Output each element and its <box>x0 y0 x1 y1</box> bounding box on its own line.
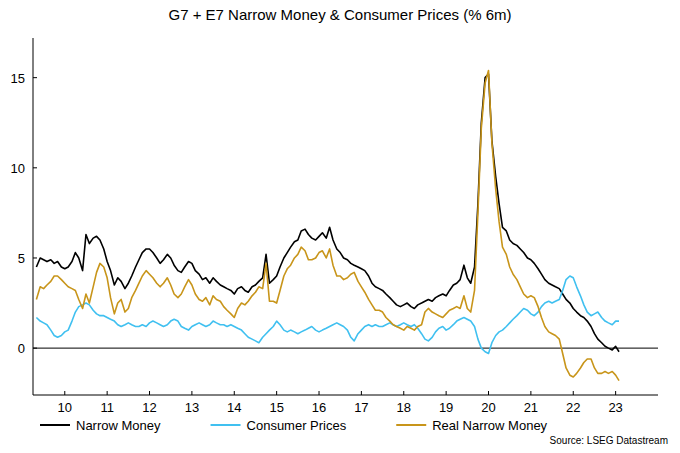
x-tick <box>64 391 65 395</box>
x-tick-label: 19 <box>439 400 453 415</box>
x-tick-label: 23 <box>608 400 622 415</box>
legend-swatch <box>396 424 426 426</box>
x-tick-label: 18 <box>397 400 411 415</box>
y-tick-label: 15 <box>11 71 25 86</box>
x-tick <box>234 391 235 395</box>
y-tick-label: 0 <box>18 341 25 356</box>
chart: G7 + E7 Narrow Money & Consumer Prices (… <box>0 0 680 453</box>
series-line <box>36 70 619 380</box>
x-tick-label: 20 <box>481 400 495 415</box>
x-tick-label: 14 <box>227 400 241 415</box>
x-tick-label: 12 <box>142 400 156 415</box>
x-tick <box>319 391 320 395</box>
x-tick <box>403 391 404 395</box>
x-tick <box>488 391 489 395</box>
x-tick <box>107 391 108 395</box>
x-tick-label: 21 <box>524 400 538 415</box>
x-tick <box>361 391 362 395</box>
x-tick <box>276 391 277 395</box>
y-tick <box>33 167 37 168</box>
y-tick-label: 5 <box>18 251 25 266</box>
x-tick-label: 22 <box>566 400 580 415</box>
zero-line <box>33 348 658 349</box>
x-tick-label: 15 <box>269 400 283 415</box>
x-tick-label: 11 <box>100 400 114 415</box>
x-tick <box>615 391 616 395</box>
y-tick <box>33 257 37 258</box>
legend-swatch <box>211 424 241 426</box>
x-tick <box>573 391 574 395</box>
legend-label: Consumer Prices <box>247 418 347 433</box>
x-axis <box>33 395 658 396</box>
legend-label: Narrow Money <box>76 418 161 433</box>
title: G7 + E7 Narrow Money & Consumer Prices (… <box>168 6 511 23</box>
legend-swatch <box>40 424 70 426</box>
x-tick <box>446 391 447 395</box>
y-axis <box>33 38 34 395</box>
legend-label: Real Narrow Money <box>432 418 547 433</box>
source: Source: LSEG Datastream <box>550 435 668 446</box>
y-tick <box>33 348 37 349</box>
x-tick-label: 10 <box>58 400 72 415</box>
plot-area <box>36 70 619 380</box>
x-tick-label: 13 <box>185 400 199 415</box>
x-tick-label: 17 <box>354 400 368 415</box>
x-tick <box>530 391 531 395</box>
x-tick <box>149 391 150 395</box>
y-tick-label: 10 <box>11 161 25 176</box>
x-tick <box>191 391 192 395</box>
y-tick <box>33 77 37 78</box>
series-line <box>36 276 619 354</box>
x-tick-label: 16 <box>312 400 326 415</box>
